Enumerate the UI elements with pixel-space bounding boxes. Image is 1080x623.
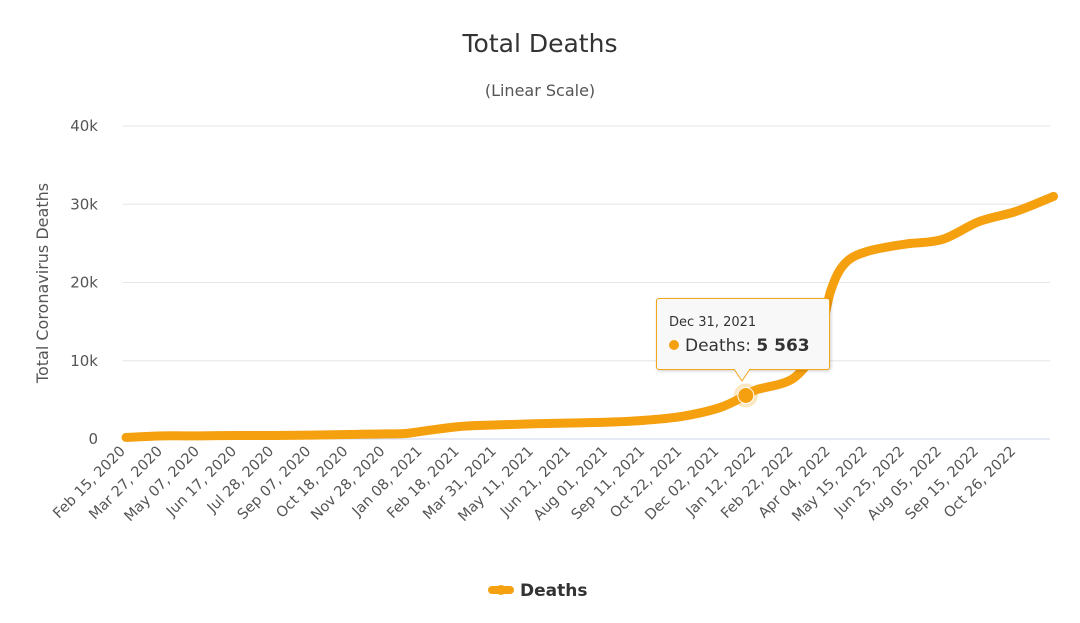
legend-marker-icon (496, 585, 506, 595)
chart-subtitle: (Linear Scale) (485, 81, 595, 100)
chart-title: Total Deaths (462, 29, 618, 58)
legend-item-deaths[interactable]: Deaths (488, 581, 587, 601)
tooltip-date: Dec 31, 2021 (669, 315, 757, 330)
y-tick-label: 30k (70, 195, 98, 213)
data-point-highlighted (737, 386, 755, 404)
series-line-deaths (121, 191, 1058, 442)
series-dot-icon (669, 340, 679, 350)
tooltip: Dec 31, 2021 Deaths: 5 563 (656, 298, 830, 370)
y-tick-label: 20k (70, 274, 98, 292)
tooltip-label: Deaths: (685, 336, 751, 356)
y-tick-label: 40k (70, 117, 98, 135)
y-tick-label: 0 (88, 430, 98, 448)
legend-label: Deaths (520, 581, 587, 601)
y-axis-label: Total Coronavirus Deaths (33, 183, 52, 384)
tooltip-value: 5 563 (756, 336, 810, 356)
y-tick-label: 10k (70, 352, 98, 370)
